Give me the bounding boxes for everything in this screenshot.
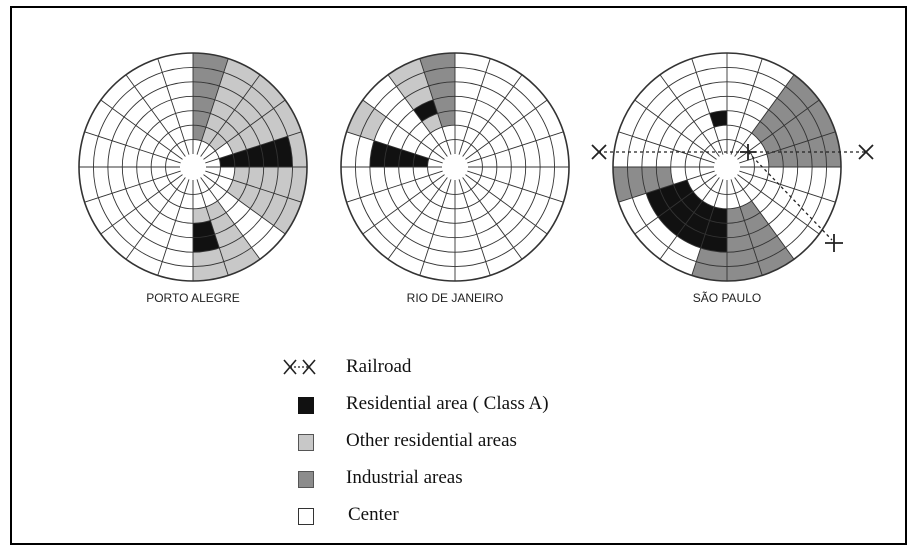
legend-label-class-a: Residential area ( Class A) bbox=[346, 393, 549, 414]
porto-alegre-spoke bbox=[125, 74, 186, 157]
porto-alegre-spoke bbox=[203, 174, 286, 235]
railroad-terminal-west-icon bbox=[591, 144, 607, 160]
porto-alegre-spoke bbox=[100, 99, 183, 160]
other-residential-swatch bbox=[298, 434, 314, 451]
railroad-line-diagonal bbox=[747, 151, 833, 241]
sao-paulo-zone-industrial bbox=[751, 74, 841, 167]
rio-de-janeiro-spoke bbox=[419, 58, 452, 155]
rio-de-janeiro-spoke bbox=[462, 177, 523, 260]
porto-alegre-spoke bbox=[157, 179, 190, 276]
rio-de-janeiro-spoke bbox=[465, 99, 548, 160]
sao-paulo-spoke bbox=[634, 99, 717, 160]
sao-paulo-center-dot bbox=[715, 155, 739, 179]
class-a-swatch bbox=[298, 397, 314, 414]
sao-paulo-spoke bbox=[634, 174, 717, 235]
porto-alegre-spoke bbox=[196, 179, 229, 276]
rio-de-janeiro-spoke bbox=[346, 170, 443, 203]
porto-alegre-spoke bbox=[125, 177, 186, 260]
city-label-porto-alegre: PORTO ALEGRE bbox=[146, 291, 240, 305]
rio-de-janeiro-spoke bbox=[362, 174, 445, 235]
porto-alegre-spoke bbox=[200, 74, 261, 157]
sao-paulo-spoke bbox=[691, 58, 724, 155]
sao-paulo-spoke bbox=[739, 131, 836, 164]
sao-paulo-spoke bbox=[618, 131, 715, 164]
rio-de-janeiro-spoke bbox=[458, 179, 491, 276]
porto-alegre-center-dot bbox=[181, 155, 205, 179]
porto-alegre-zone-industrial bbox=[193, 53, 229, 141]
city-label-sao-paulo: SÃO PAULO bbox=[692, 291, 762, 305]
sao-paulo-spoke bbox=[659, 177, 720, 260]
sao-paulo-spoke bbox=[618, 170, 715, 203]
railroad-terminal-east-icon bbox=[858, 144, 874, 160]
porto-alegre-zone-other-residential bbox=[201, 58, 286, 151]
legend-label-center: Center bbox=[348, 504, 399, 525]
porto-alegre-spoke bbox=[205, 170, 302, 203]
sao-paulo-zone-class-a bbox=[646, 179, 727, 253]
porto-alegre-spoke bbox=[84, 170, 181, 203]
rio-de-janeiro-zone-industrial bbox=[419, 53, 455, 128]
rio-de-janeiro-spoke bbox=[467, 170, 564, 203]
rio-de-janeiro-spoke bbox=[419, 179, 452, 276]
sao-paulo-spoke bbox=[691, 179, 724, 276]
porto-alegre-spoke bbox=[196, 58, 229, 155]
city-label-rio-de-janeiro: RIO DE JANEIRO bbox=[406, 291, 504, 305]
sao-paulo-spoke bbox=[730, 58, 763, 155]
rio-de-janeiro-zone-class-a bbox=[413, 99, 438, 122]
porto-alegre-zone-class-a bbox=[219, 136, 293, 167]
rio-de-janeiro-spoke bbox=[458, 58, 491, 155]
sao-paulo-spoke bbox=[739, 170, 836, 203]
porto-alegre-spoke bbox=[84, 131, 181, 164]
sao-paulo-spoke bbox=[737, 99, 820, 160]
porto-alegre-spoke bbox=[203, 99, 286, 160]
rio-de-janeiro-spoke bbox=[387, 177, 448, 260]
sao-paulo-zone-class-a bbox=[709, 110, 727, 128]
rio-de-janeiro-spoke bbox=[387, 74, 448, 157]
legend-label-railroad: Railroad bbox=[346, 356, 412, 377]
porto-alegre-spoke bbox=[205, 131, 302, 164]
sao-paulo-spoke bbox=[734, 177, 795, 260]
rio-de-janeiro-spoke bbox=[346, 131, 443, 164]
sao-paulo-spoke bbox=[730, 179, 763, 276]
rio-de-janeiro-spoke bbox=[467, 131, 564, 164]
rio-de-janeiro-spoke bbox=[462, 74, 523, 157]
sao-paulo-spoke bbox=[659, 74, 720, 157]
sao-paulo-spoke bbox=[737, 174, 820, 235]
porto-alegre-spoke bbox=[200, 177, 261, 260]
rio-de-janeiro-spoke bbox=[362, 99, 445, 160]
sao-paulo-spoke bbox=[734, 74, 795, 157]
porto-alegre-spoke bbox=[100, 174, 183, 235]
industrial-swatch bbox=[298, 471, 314, 488]
rio-de-janeiro-spoke bbox=[465, 174, 548, 235]
railroad-icon bbox=[283, 359, 316, 375]
rio-de-janeiro-center-dot bbox=[443, 155, 467, 179]
legend-label-industrial: Industrial areas bbox=[346, 467, 463, 488]
legend-label-other-residential: Other residential areas bbox=[346, 430, 517, 451]
porto-alegre-spoke bbox=[157, 58, 190, 155]
center-swatch bbox=[298, 508, 314, 525]
